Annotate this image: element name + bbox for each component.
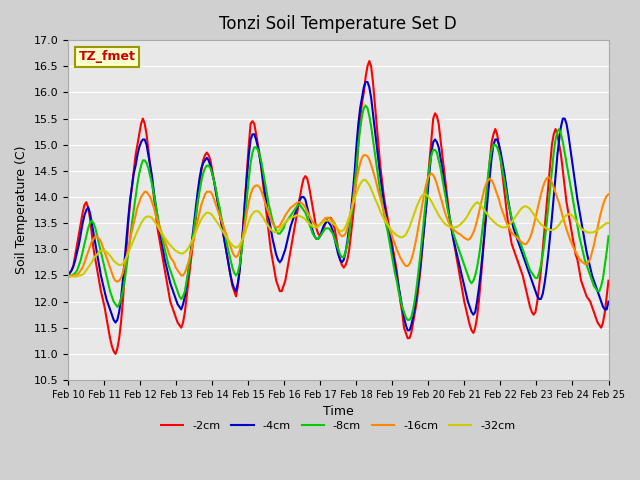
-2cm bbox=[111, 351, 119, 357]
-4cm bbox=[362, 79, 369, 85]
-32cm bbox=[168, 244, 176, 250]
-2cm bbox=[605, 278, 612, 284]
-4cm bbox=[168, 286, 176, 291]
X-axis label: Time: Time bbox=[323, 405, 354, 418]
Title: Tonzi Soil Temperature Set D: Tonzi Soil Temperature Set D bbox=[220, 15, 457, 33]
-8cm bbox=[168, 273, 176, 278]
-4cm bbox=[605, 299, 612, 304]
-8cm bbox=[362, 103, 369, 108]
Line: -32cm: -32cm bbox=[68, 180, 609, 276]
-16cm bbox=[113, 279, 121, 285]
-32cm bbox=[559, 216, 566, 222]
Line: -16cm: -16cm bbox=[68, 155, 609, 282]
-4cm bbox=[64, 273, 72, 278]
-16cm bbox=[170, 260, 178, 265]
-16cm bbox=[446, 221, 454, 227]
-2cm bbox=[102, 314, 110, 320]
-16cm bbox=[102, 254, 110, 260]
-16cm bbox=[561, 220, 568, 226]
Legend: -2cm, -4cm, -8cm, -16cm, -32cm: -2cm, -4cm, -8cm, -16cm, -32cm bbox=[157, 417, 520, 436]
-32cm bbox=[360, 177, 367, 182]
-8cm bbox=[102, 273, 110, 278]
Line: -8cm: -8cm bbox=[68, 106, 609, 320]
-8cm bbox=[404, 317, 412, 323]
-16cm bbox=[360, 152, 367, 158]
-16cm bbox=[64, 274, 72, 279]
-8cm bbox=[446, 215, 454, 221]
-32cm bbox=[102, 249, 110, 255]
Line: -4cm: -4cm bbox=[68, 82, 609, 330]
Y-axis label: Soil Temperature (C): Soil Temperature (C) bbox=[15, 146, 28, 274]
-16cm bbox=[413, 233, 420, 239]
-4cm bbox=[404, 327, 412, 333]
-32cm bbox=[367, 186, 375, 192]
-2cm bbox=[561, 184, 568, 190]
-2cm bbox=[170, 309, 178, 315]
-2cm bbox=[369, 79, 377, 85]
-2cm bbox=[64, 273, 72, 278]
-2cm bbox=[365, 58, 373, 64]
Text: TZ_fmet: TZ_fmet bbox=[79, 50, 136, 63]
-32cm bbox=[444, 223, 452, 228]
-4cm bbox=[561, 116, 568, 121]
-8cm bbox=[64, 273, 72, 278]
-16cm bbox=[369, 168, 377, 174]
-2cm bbox=[446, 215, 454, 221]
-4cm bbox=[413, 291, 420, 297]
-8cm bbox=[367, 123, 375, 129]
-8cm bbox=[605, 233, 612, 239]
-32cm bbox=[64, 274, 72, 279]
-4cm bbox=[102, 296, 110, 302]
-4cm bbox=[367, 95, 375, 100]
-32cm bbox=[411, 209, 419, 215]
-4cm bbox=[446, 215, 454, 221]
-8cm bbox=[413, 283, 420, 289]
-8cm bbox=[561, 150, 568, 156]
-16cm bbox=[605, 192, 612, 197]
-32cm bbox=[605, 220, 612, 226]
Line: -2cm: -2cm bbox=[68, 61, 609, 354]
-2cm bbox=[413, 299, 420, 304]
